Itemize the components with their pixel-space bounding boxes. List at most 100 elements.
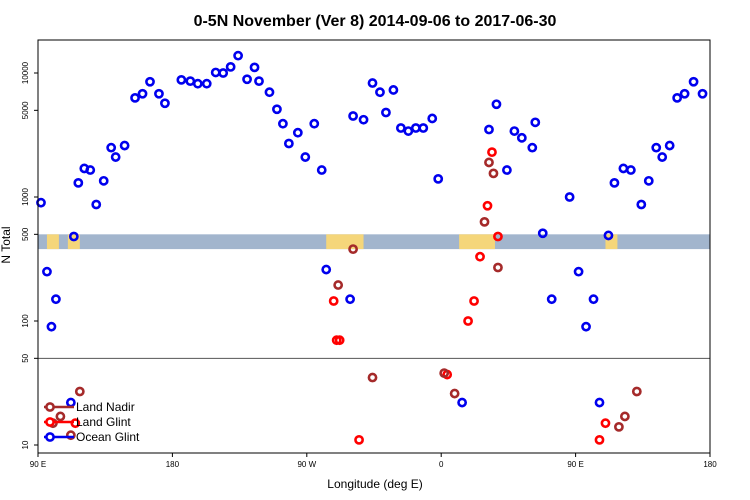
y-tick-label: 10 — [21, 440, 30, 449]
ocean-glint-point — [403, 126, 414, 136]
land-glint-point — [469, 296, 479, 306]
legend-label: Land Glint — [76, 415, 131, 429]
land-glint-point — [487, 147, 497, 158]
y-tick-label: 500 — [21, 227, 30, 241]
ocean-glint-point — [42, 266, 52, 277]
land-nadir-point — [74, 386, 85, 397]
ocean-glint-point — [530, 117, 541, 128]
land-glint-point — [475, 251, 485, 262]
legend-label: Ocean Glint — [76, 430, 140, 444]
land-nadir-point — [348, 244, 358, 255]
land-nadir-point — [333, 280, 344, 290]
ocean-glint-point — [242, 74, 252, 85]
ocean-glint-point — [625, 165, 636, 175]
land-glint-point — [354, 434, 364, 445]
ocean-glint-point — [201, 78, 212, 89]
ocean-glint-point — [664, 140, 675, 151]
ocean-glint-point — [68, 231, 79, 242]
land-nadir-point — [614, 421, 624, 432]
ocean-glint-point — [427, 113, 438, 124]
ocean-glint-point — [249, 62, 260, 73]
ocean-glint-point — [254, 76, 264, 87]
ocean-glint-point — [137, 88, 148, 99]
ocean-glint-point — [502, 165, 512, 175]
land-nadir-point — [367, 372, 378, 383]
y-tick-label: 1000 — [21, 188, 30, 206]
ocean-glint-point — [85, 165, 96, 175]
ocean-glint-point — [110, 152, 121, 162]
x-axis-label: Longitude (deg E) — [327, 477, 422, 491]
ocean-glint-point — [210, 67, 221, 78]
ocean-glint-point — [537, 228, 548, 239]
ocean-glint-point — [484, 124, 494, 135]
land-glint-point — [334, 335, 345, 346]
ocean-glint-point — [636, 199, 647, 210]
ocean-glint-point — [345, 294, 356, 305]
ocean-glint-point — [185, 76, 196, 87]
land-nadir-point — [479, 216, 490, 227]
ocean-glint-point — [697, 88, 708, 99]
ocean-glint-point — [657, 152, 668, 162]
ocean-glint-point — [145, 76, 155, 87]
ocean-glint-point — [603, 230, 614, 241]
y-axis-label: N Total — [0, 226, 13, 263]
ocean-glint-point — [433, 173, 444, 184]
ocean-glint-point — [51, 294, 61, 305]
x-axis: 90 E 180 90 W 0 90 E 180 — [30, 453, 717, 469]
ocean-glint-point — [264, 87, 275, 98]
ocean-glint-point — [358, 114, 369, 125]
ocean-glint-point — [594, 397, 605, 408]
land-glint-point — [600, 418, 611, 429]
ocean-glint-point — [688, 76, 699, 87]
ocean-glint-point — [309, 118, 320, 129]
ocean-glint-point — [233, 50, 244, 61]
land-nadir-point — [493, 262, 503, 273]
ocean-glint-point — [651, 142, 662, 153]
legend-marker — [45, 417, 55, 427]
land-nadir-point — [55, 411, 66, 422]
y-axis: 10 50 100 500 1000 5000 10000 — [21, 61, 38, 449]
ocean-glint-point — [46, 321, 57, 332]
ocean-glint-point — [36, 197, 46, 208]
ocean-glint-point — [192, 78, 203, 89]
y-tick-label: 10000 — [21, 61, 30, 84]
ocean-glint-point — [292, 127, 303, 138]
ocean-glint-point — [367, 78, 378, 88]
ocean-glint-point — [679, 88, 690, 99]
ocean-glint-point — [388, 85, 399, 95]
x-tick-label: 90 W — [297, 460, 316, 469]
land-nadir-point — [488, 168, 499, 179]
ocean-glint-point — [272, 104, 282, 115]
land-nadir-point — [449, 388, 460, 399]
ocean-glint-point — [321, 264, 332, 275]
land-nadir-point — [484, 157, 494, 168]
land-glint-point — [493, 231, 503, 242]
ocean-glint-point — [119, 140, 130, 151]
ocean-glint-point — [418, 123, 429, 133]
x-tick-label: 180 — [166, 460, 180, 469]
legend-marker — [45, 402, 55, 412]
ocean-glint-point — [91, 199, 102, 210]
ocean-glint-point — [348, 111, 358, 121]
ocean-glint-point — [130, 92, 140, 103]
ocean-glint-point — [375, 87, 385, 98]
map-strip-land — [605, 234, 618, 250]
ocean-glint-point — [643, 175, 654, 186]
y-tick-label: 100 — [21, 314, 30, 328]
ocean-glint-point — [509, 126, 520, 136]
ocean-glint-point — [106, 142, 117, 153]
ocean-glint-point — [225, 61, 236, 72]
ocean-glint-point — [564, 192, 575, 202]
plot-frame — [37, 39, 711, 454]
land-nadir-point — [631, 386, 642, 397]
ocean-glint-point — [527, 142, 538, 153]
ocean-glint-point — [316, 165, 327, 175]
ocean-glint-point — [588, 294, 599, 305]
ocean-glint-point — [381, 107, 391, 118]
map-strip-land — [326, 234, 364, 250]
ocean-glint-point — [546, 294, 557, 305]
ocean-glint-point — [516, 132, 527, 143]
x-tick-label: 180 — [703, 460, 717, 469]
